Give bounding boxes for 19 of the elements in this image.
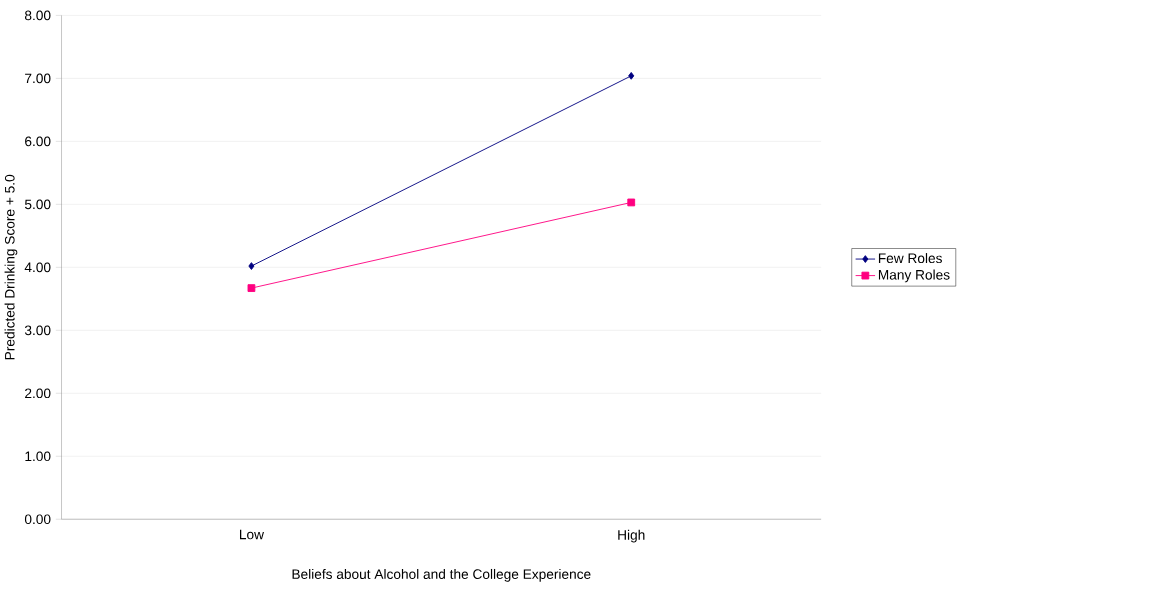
legend-label: Many Roles bbox=[878, 269, 950, 283]
x-axis-title: Beliefs about Alcohol and the College Experience bbox=[292, 569, 591, 582]
y-tick-label: 6.00 bbox=[25, 136, 51, 147]
x-tick-label: High bbox=[618, 529, 645, 543]
y-tick-label: 1.00 bbox=[25, 451, 51, 462]
y-tick-label: 8.00 bbox=[24, 10, 51, 21]
y-tick-label: 0.00 bbox=[24, 514, 51, 525]
y-axis-title: Predicted Drinking Score + 5.0 bbox=[4, 175, 18, 360]
legend-label: Few Roles bbox=[878, 253, 942, 264]
point bbox=[628, 72, 635, 80]
y-tick-label: 2.00 bbox=[25, 388, 51, 399]
y-tick-label: 7.00 bbox=[25, 73, 51, 84]
x-tick-label: Low bbox=[240, 529, 264, 540]
point bbox=[248, 262, 255, 271]
point bbox=[247, 284, 256, 293]
point bbox=[627, 198, 636, 207]
y-tick-label: 5.00 bbox=[24, 199, 51, 210]
y-tick-label: 3.00 bbox=[24, 325, 51, 336]
y-tick-label: 4.00 bbox=[24, 262, 51, 273]
